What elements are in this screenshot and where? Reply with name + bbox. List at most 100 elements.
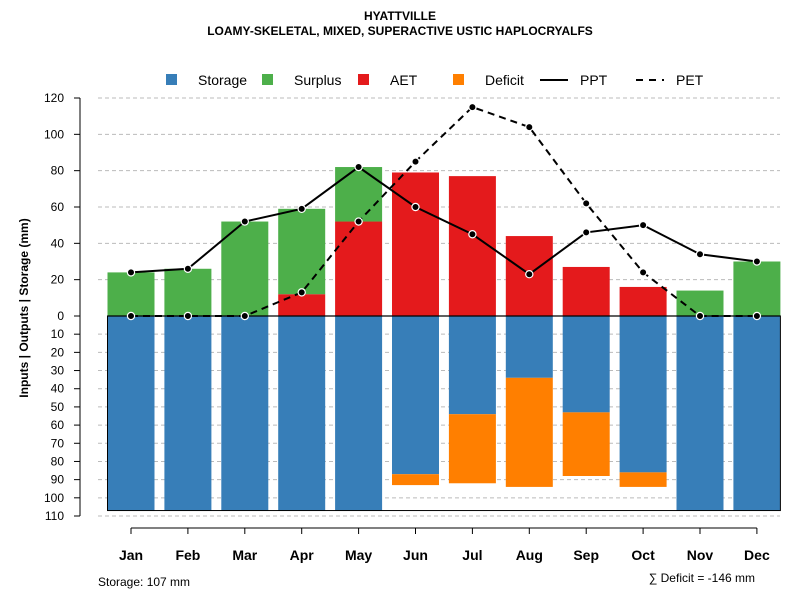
legend-label-pet: PET xyxy=(676,72,704,88)
pet-point-mar xyxy=(240,311,249,321)
y-tick-label-top: 60 xyxy=(51,200,65,214)
ppt-point-dec xyxy=(752,257,762,266)
storage-bar-apr xyxy=(278,316,326,511)
surplus-bar-mar xyxy=(221,221,269,316)
surplus-bar-jan xyxy=(107,272,155,316)
y-axis-label: Inputs | Outputs | Storage (mm) xyxy=(17,218,31,397)
aet-bar-sep xyxy=(562,266,610,316)
x-tick-label-jan: Jan xyxy=(119,547,143,563)
pet-point-aug xyxy=(525,122,534,132)
y-tick-label-bottom: 10 xyxy=(51,327,65,341)
chart-title: HYATTVILLE xyxy=(364,9,436,23)
ppt-point-jan xyxy=(126,268,136,277)
legend: Storage Surplus AET Deficit PPT PET xyxy=(166,72,704,88)
series-lines xyxy=(126,102,762,321)
storage-bar-aug xyxy=(505,316,553,378)
legend-label-deficit: Deficit xyxy=(485,72,524,88)
x-tick-label-aug: Aug xyxy=(516,547,543,563)
x-tick-label-sep: Sep xyxy=(573,547,599,563)
legend-label-surplus: Surplus xyxy=(294,72,341,88)
x-tick-label-dec: Dec xyxy=(744,547,770,563)
pet-point-feb xyxy=(183,311,193,321)
y-tick-label-bottom: 80 xyxy=(51,454,65,468)
pet-point-may xyxy=(354,217,363,226)
y-tick-label-top: 20 xyxy=(51,273,65,287)
ppt-line xyxy=(130,165,758,276)
x-tick-label-jul: Jul xyxy=(462,547,482,563)
y-tick-label-bottom: 110 xyxy=(45,509,64,523)
storage-bar-sep xyxy=(562,316,610,413)
aet-bar-jun xyxy=(392,172,439,316)
pet-point-sep xyxy=(582,199,591,208)
pet-point-oct xyxy=(638,268,648,277)
ppt-point-oct xyxy=(638,220,648,230)
ppt-point-apr xyxy=(297,204,306,214)
chart-subtitle: LOAMY-SKELETAL, MIXED, SUPERACTIVE USTIC… xyxy=(207,24,593,38)
storage-bar-jul xyxy=(448,316,496,415)
legend-swatch-aet xyxy=(358,74,369,85)
ppt-point-jul xyxy=(468,230,477,239)
storage-bar-dec xyxy=(733,316,781,511)
aet-bar-may xyxy=(335,221,383,316)
y-tick-label-bottom: 40 xyxy=(51,382,65,396)
deficit-footnote: ∑ Deficit = -146 mm xyxy=(649,571,755,585)
ppt-point-nov xyxy=(695,250,705,259)
y-tick-label-top: 0 xyxy=(57,309,64,323)
x-tick-label-nov: Nov xyxy=(687,547,714,563)
bars xyxy=(107,167,781,512)
y-tick-label-bottom: 70 xyxy=(51,436,65,450)
y-tick-label-bottom: 30 xyxy=(51,364,65,378)
legend-label-ppt: PPT xyxy=(580,72,608,88)
ppt-point-jun xyxy=(411,202,420,212)
storage-bar-feb xyxy=(164,316,212,511)
storage-bar-nov xyxy=(676,316,724,511)
pet-point-jan xyxy=(126,311,136,321)
y-tick-label-bottom: 60 xyxy=(51,418,65,432)
storage-bar-oct xyxy=(619,316,667,473)
y-tick-label-top: 100 xyxy=(44,127,64,141)
x-tick-label-mar: Mar xyxy=(232,547,257,563)
storage-bar-jan xyxy=(107,316,155,511)
storage-bar-jun xyxy=(392,316,439,475)
legend-swatch-surplus xyxy=(262,74,273,85)
ppt-point-aug xyxy=(525,270,534,279)
pet-point-jul xyxy=(468,102,477,112)
surplus-bar-may xyxy=(335,167,383,222)
aet-bar-apr xyxy=(278,294,326,316)
storage-bar-mar xyxy=(221,316,269,511)
y-tick-label-top: 40 xyxy=(51,236,65,250)
axes: 0 20 40 60 80 100 120 10 20 30 40 50 60 70 80 90 100 110 J… xyxy=(44,91,770,563)
y-tick-label-bottom: 100 xyxy=(44,491,64,505)
y-tick-label-top: 120 xyxy=(44,91,64,105)
x-tick-label-jun: Jun xyxy=(403,547,428,563)
ppt-point-may xyxy=(354,162,363,172)
x-tick-label-oct: Oct xyxy=(631,547,655,563)
deficit-bar-jun xyxy=(392,474,439,486)
surplus-bar-dec xyxy=(733,261,781,316)
y-tick-label-bottom: 20 xyxy=(51,345,65,359)
ppt-point-feb xyxy=(183,264,193,273)
storage-footnote: Storage: 107 mm xyxy=(98,575,190,589)
deficit-bar-sep xyxy=(562,412,610,476)
pet-point-dec xyxy=(752,311,762,321)
ppt-point-sep xyxy=(582,228,591,237)
legend-label-storage: Storage xyxy=(198,72,247,88)
deficit-bar-jul xyxy=(448,414,496,484)
x-tick-label-feb: Feb xyxy=(175,547,200,563)
ppt-point-mar xyxy=(240,217,249,226)
storage-bar-may xyxy=(335,316,383,511)
aet-bar-oct xyxy=(619,286,667,316)
deficit-bar-oct xyxy=(619,472,667,487)
x-tick-label-apr: Apr xyxy=(290,547,315,563)
pet-line xyxy=(131,105,757,317)
surplus-bar-apr xyxy=(278,208,326,295)
pet-point-jun xyxy=(411,157,420,166)
y-tick-label-top: 80 xyxy=(51,164,65,178)
legend-label-aet: AET xyxy=(390,72,418,88)
pet-point-nov xyxy=(695,311,705,321)
y-tick-label-bottom: 90 xyxy=(51,473,65,487)
x-tick-label-may: May xyxy=(345,547,372,563)
surplus-bar-feb xyxy=(164,268,212,316)
legend-swatch-deficit xyxy=(453,74,464,85)
